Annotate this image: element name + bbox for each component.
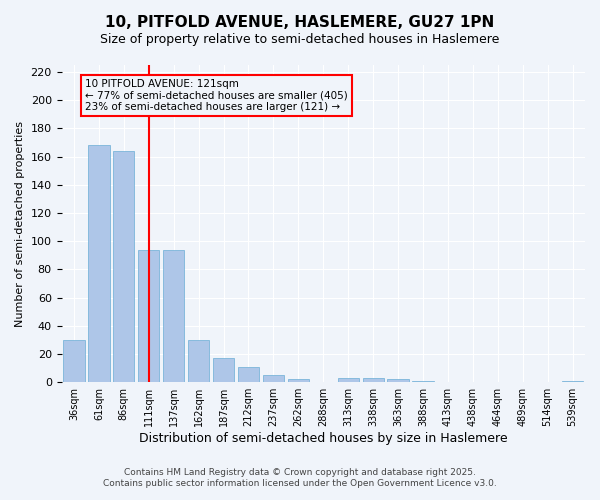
X-axis label: Distribution of semi-detached houses by size in Haslemere: Distribution of semi-detached houses by … <box>139 432 508 445</box>
Bar <box>213 358 234 382</box>
Bar <box>138 250 160 382</box>
Bar <box>238 366 259 382</box>
Y-axis label: Number of semi-detached properties: Number of semi-detached properties <box>15 120 25 326</box>
Text: 10, PITFOLD AVENUE, HASLEMERE, GU27 1PN: 10, PITFOLD AVENUE, HASLEMERE, GU27 1PN <box>106 15 494 30</box>
Bar <box>88 146 110 382</box>
Text: Contains HM Land Registry data © Crown copyright and database right 2025.
Contai: Contains HM Land Registry data © Crown c… <box>103 468 497 487</box>
Bar <box>263 375 284 382</box>
Bar <box>113 151 134 382</box>
Bar <box>188 340 209 382</box>
Bar <box>388 380 409 382</box>
Bar <box>562 381 583 382</box>
Bar <box>64 340 85 382</box>
Text: Size of property relative to semi-detached houses in Haslemere: Size of property relative to semi-detach… <box>100 32 500 46</box>
Bar <box>163 250 184 382</box>
Text: 10 PITFOLD AVENUE: 121sqm
← 77% of semi-detached houses are smaller (405)
23% of: 10 PITFOLD AVENUE: 121sqm ← 77% of semi-… <box>85 79 348 112</box>
Bar <box>362 378 384 382</box>
Bar <box>288 380 309 382</box>
Bar <box>338 378 359 382</box>
Bar <box>412 381 434 382</box>
